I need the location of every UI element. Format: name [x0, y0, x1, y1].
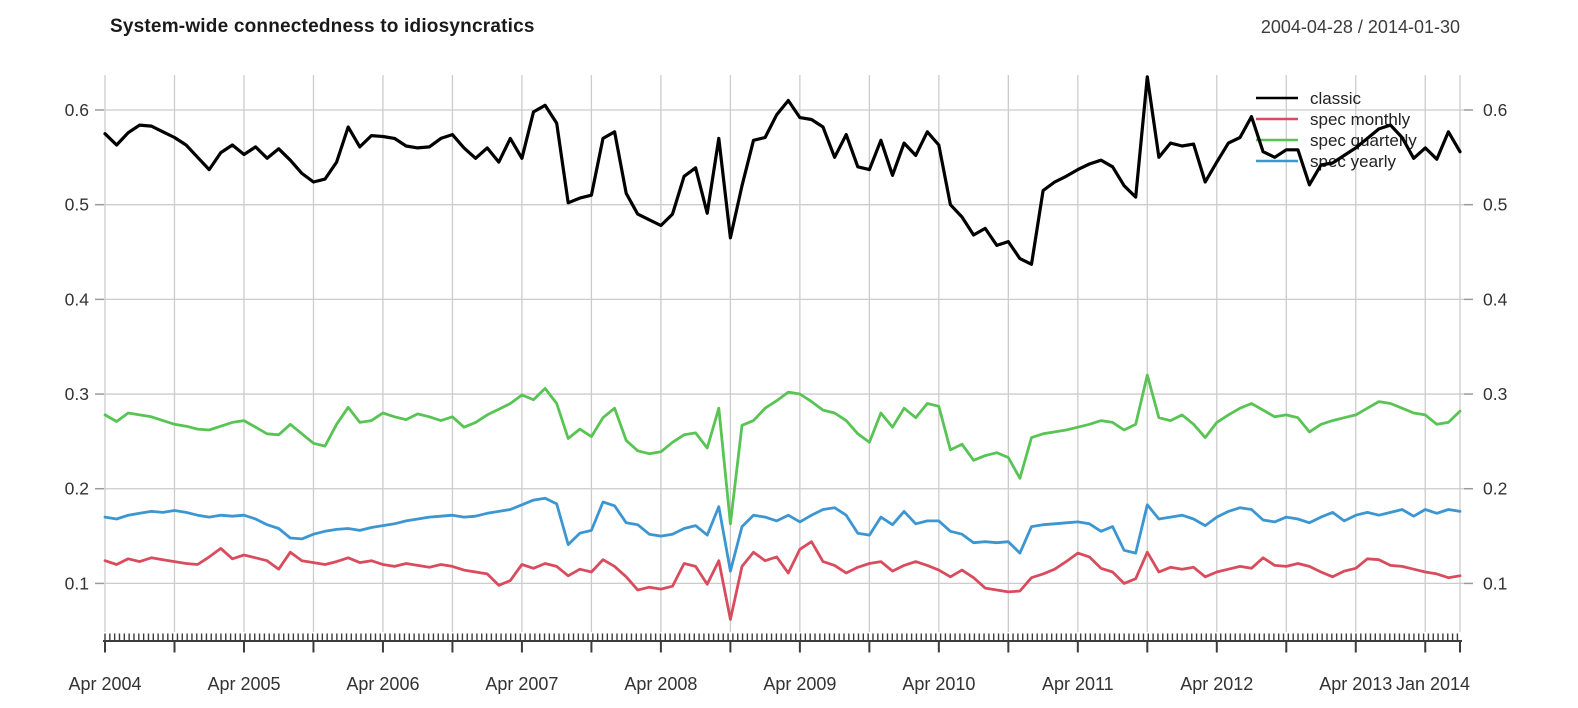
x-axis-label: Apr 2012	[1180, 674, 1253, 694]
y-axis-label-left: 0.1	[65, 573, 89, 593]
legend-label: spec yearly	[1310, 152, 1396, 171]
y-axis-label-left: 0.5	[65, 195, 89, 215]
y-axis-label-right: 0.6	[1483, 100, 1507, 120]
y-axis-label-right: 0.1	[1483, 573, 1507, 593]
horizontal-gridlines	[95, 109, 1473, 585]
legend-label: spec monthly	[1310, 110, 1411, 129]
x-axis-label: Apr 2011	[1042, 674, 1114, 694]
x-axis-label: Apr 2013	[1319, 674, 1392, 694]
y-axis-label-left: 0.3	[65, 384, 89, 404]
y-axis-label-right: 0.4	[1483, 289, 1508, 309]
x-axis-label: Apr 2005	[207, 674, 280, 694]
series-line-spec-quarterly	[103, 373, 1462, 526]
x-axis-label: Apr 2008	[624, 674, 697, 694]
x-axis-label: Apr 2010	[902, 674, 975, 694]
x-axis-labels: Apr 2004 Apr 2005 Apr 2006 Apr 2007 Apr 2008…	[68, 674, 1470, 694]
y-axis-label-left: 0.4	[65, 289, 90, 309]
x-axis-ruler	[103, 633, 1462, 653]
y-axis-label-left: 0.6	[65, 100, 89, 120]
series-line-spec-yearly	[103, 496, 1462, 573]
y-axis-label-right: 0.3	[1483, 384, 1507, 404]
series-lines	[103, 75, 1462, 621]
y-axis-label-right: 0.2	[1483, 479, 1507, 499]
series-line-classic	[103, 75, 1462, 266]
y-axis-label-right: 0.5	[1483, 195, 1507, 215]
x-axis-label: Apr 2007	[485, 674, 558, 694]
y-axis-labels: 0.1 0.1 0.2 0.2 0.3 0.3 0.4 0.4 0.5 0.5 0.6 0.6	[65, 100, 1508, 593]
x-axis-label: Apr 2006	[346, 674, 419, 694]
y-axis-label-left: 0.2	[65, 479, 89, 499]
x-axis-label: Jan 2014	[1396, 674, 1470, 694]
legend-label: classic	[1310, 89, 1362, 108]
x-axis-label: Apr 2009	[763, 674, 836, 694]
x-axis-label: Apr 2004	[68, 674, 141, 694]
series-line-spec-monthly	[103, 540, 1462, 621]
vertical-gridlines	[104, 75, 1461, 632]
chart-title: System-wide connectedness to idiosyncrat…	[110, 16, 535, 37]
chart-date-range: 2004-04-28 / 2014-01-30	[1260, 17, 1460, 37]
